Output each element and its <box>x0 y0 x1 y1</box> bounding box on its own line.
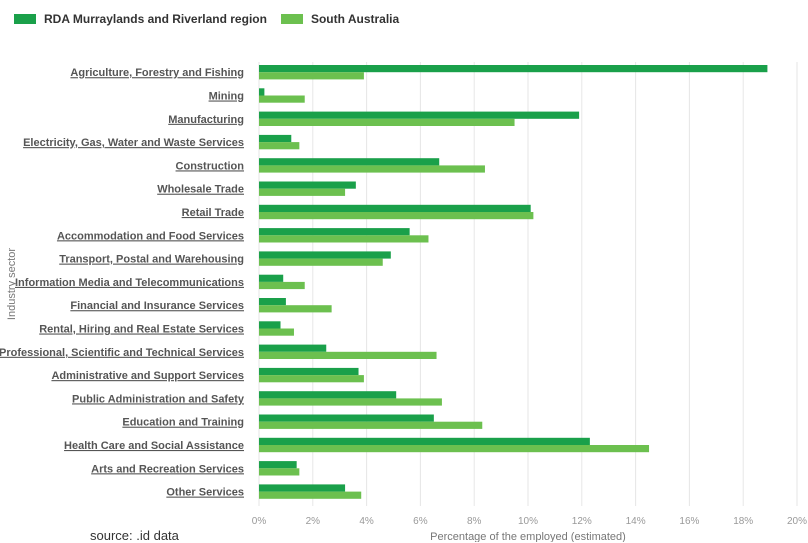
legend-swatch-series2 <box>280 14 303 24</box>
y-axis-title: Industry sector <box>6 248 18 320</box>
x-tick-label: 8% <box>467 516 482 527</box>
category-label[interactable]: Professional, Scientific and Technical S… <box>0 347 244 359</box>
bar-series1 <box>259 461 297 469</box>
bar-series1 <box>259 88 265 96</box>
legend-label-series1: RDA Murraylands and Riverland region <box>44 12 267 26</box>
category-label[interactable]: Administrative and Support Services <box>51 370 244 382</box>
bar-series1 <box>259 367 359 376</box>
source-note: source: .id data <box>90 528 179 543</box>
bar-series1 <box>259 391 397 399</box>
bar-series1 <box>259 437 590 445</box>
legend-item-series1: RDA Murraylands and Riverland region <box>14 12 267 26</box>
bar-series1 <box>259 251 391 259</box>
x-tick-label: 4% <box>359 516 374 527</box>
bar-series1 <box>259 484 346 492</box>
bars <box>259 65 768 499</box>
category-label[interactable]: Manufacturing <box>168 114 244 126</box>
bar-series2 <box>259 375 364 383</box>
category-label[interactable]: Construction <box>176 160 245 172</box>
x-tick-label: 16% <box>679 516 699 527</box>
bar-series1 <box>259 204 531 212</box>
bar-series1 <box>259 414 434 422</box>
bar-series2 <box>259 421 483 429</box>
bar-series1 <box>259 228 410 236</box>
x-tick-label: 18% <box>733 516 753 527</box>
category-label[interactable]: Agriculture, Forestry and Fishing <box>70 67 244 79</box>
legend-label-series2: South Australia <box>310 12 400 26</box>
bar-series2 <box>259 188 346 196</box>
category-label[interactable]: Financial and Insurance Services <box>70 300 244 312</box>
x-tick-labels: 0% 2% 4% 6% 8% 10% 12% 14% 16% 18% 20% <box>252 516 807 527</box>
category-label[interactable]: Other Services <box>166 487 244 499</box>
bar-series2 <box>259 468 300 476</box>
bar-series1 <box>259 181 356 189</box>
bar-series2 <box>259 142 300 150</box>
bar-series1 <box>259 274 284 282</box>
bar-series2 <box>259 281 305 290</box>
bar-series1 <box>259 298 286 306</box>
bar-series2 <box>259 445 650 453</box>
x-axis-title: Percentage of the employed (estimated) <box>430 531 626 542</box>
category-label[interactable]: Electricity, Gas, Water and Waste Servic… <box>23 137 244 149</box>
legend-item-series2: South Australia <box>280 12 400 26</box>
category-label[interactable]: Rental, Hiring and Real Estate Services <box>39 324 244 336</box>
x-tick-label: 12% <box>572 516 592 527</box>
bar-series2 <box>259 165 485 173</box>
category-label[interactable]: Arts and Recreation Services <box>91 463 244 475</box>
bar-series2 <box>259 258 383 266</box>
bar-series2 <box>259 212 534 220</box>
x-tick-label: 2% <box>306 516 321 527</box>
category-label[interactable]: Public Administration and Safety <box>72 393 245 405</box>
bar-series2 <box>259 398 442 406</box>
category-label[interactable]: Wholesale Trade <box>157 184 244 196</box>
category-label[interactable]: Mining <box>209 91 244 103</box>
x-tick-label: 6% <box>413 516 428 527</box>
category-label[interactable]: Education and Training <box>122 417 244 429</box>
category-label[interactable]: Accommodation and Food Services <box>57 230 244 242</box>
bar-series2 <box>259 235 429 243</box>
bar-series1 <box>259 158 440 166</box>
bar-series2 <box>259 328 294 336</box>
legend-swatch-series1 <box>14 14 36 24</box>
bar-series1 <box>259 65 768 73</box>
bar-series1 <box>259 344 327 352</box>
bar-series2 <box>259 305 332 313</box>
x-tick-label: 14% <box>626 516 646 527</box>
x-tick-label: 10% <box>518 516 538 527</box>
category-label[interactable]: Retail Trade <box>182 207 244 219</box>
bar-series1 <box>259 111 580 119</box>
bar-series2 <box>259 118 515 126</box>
legend: RDA Murraylands and Riverland region Sou… <box>14 12 399 26</box>
bar-series1 <box>259 321 281 329</box>
bar-series2 <box>259 72 364 80</box>
category-label[interactable]: Information Media and Telecommunications <box>15 277 244 289</box>
category-label[interactable]: Health Care and Social Assistance <box>64 440 244 452</box>
bar-series1 <box>259 134 292 143</box>
x-tick-label: 20% <box>787 516 807 527</box>
bar-series2 <box>259 95 305 103</box>
category-labels: Agriculture, Forestry and Fishing Mining M… <box>0 67 245 498</box>
category-label[interactable]: Transport, Postal and Warehousing <box>59 254 244 266</box>
x-tick-label: 0% <box>252 516 267 527</box>
bar-series2 <box>259 351 437 359</box>
bar-series2 <box>259 491 362 499</box>
